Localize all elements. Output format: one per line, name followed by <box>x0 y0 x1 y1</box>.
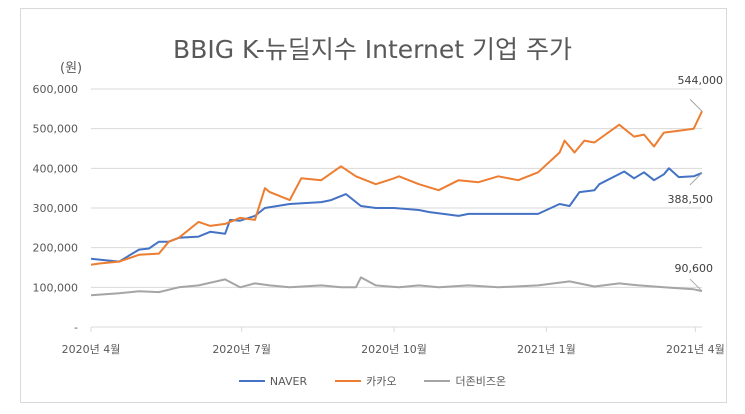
data-label-leader <box>689 98 703 112</box>
legend-label: 카카오 <box>366 375 397 388</box>
legend-swatch <box>424 380 451 382</box>
y-tick-label: - <box>74 321 78 334</box>
legend-item: 카카오 <box>335 373 396 389</box>
legend: NAVER 카카오 더존비즈온 <box>0 373 745 389</box>
y-axis-label: (원) <box>60 61 82 76</box>
y-tick-label: 500,000 <box>33 123 79 136</box>
legend-item: NAVER <box>238 373 308 389</box>
x-tick-label: 2021년 4월 <box>666 343 725 356</box>
x-tick-label: 2021년 1월 <box>517 343 576 356</box>
y-tick-label: 300,000 <box>33 202 79 215</box>
y-tick-label: 400,000 <box>33 162 79 175</box>
y-tick-label: 100,000 <box>33 281 79 294</box>
legend-label: NAVER <box>269 374 308 388</box>
legend-label: 더존비즈온 <box>455 375 507 388</box>
x-tick-label: 2020년 10월 <box>361 343 427 356</box>
legend-swatch <box>335 380 362 382</box>
legend-item: 더존비즈온 <box>424 373 506 389</box>
data-label-leader <box>689 278 703 292</box>
data-label: 544,000 <box>678 74 724 87</box>
x-tick-label: 2020년 4월 <box>62 343 121 356</box>
y-tick-label: 600,000 <box>33 83 79 96</box>
data-label: 388,500 <box>668 193 714 206</box>
y-tick-label: 200,000 <box>33 242 79 255</box>
chart-frame <box>20 8 727 403</box>
series-line-2 <box>90 276 703 297</box>
series-line-1 <box>90 110 703 266</box>
chart-title: BBIG K-뉴딜지수 Internet 기업 주가 <box>173 35 572 64</box>
legend-swatch <box>238 380 265 382</box>
data-label-leader <box>689 172 703 186</box>
data-label: 90,600 <box>675 262 714 275</box>
x-tick-label: 2020년 7월 <box>212 343 271 356</box>
